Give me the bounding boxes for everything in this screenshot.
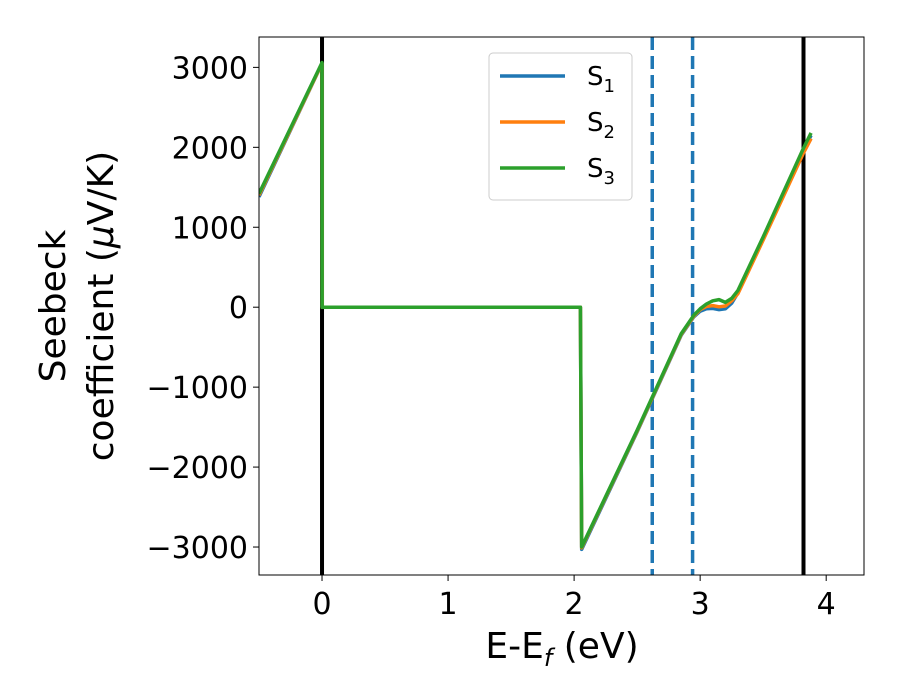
series-lines [259, 60, 813, 552]
x-axis-ticks: 0 1 2 3 4 [312, 575, 836, 622]
y-axis-title: Seebeck coefficient (μV/K) [33, 151, 122, 461]
legend-label: S3 [587, 154, 615, 189]
y-tick-label: 3000 [172, 51, 248, 86]
legend-label: S2 [587, 108, 615, 143]
y-tick-label: −2000 [147, 451, 248, 486]
y-axis-ticks: −3000 −2000 −1000 0 1000 2000 3000 [147, 51, 259, 566]
y-axis-title-line1: Seebeck [33, 229, 74, 382]
y-axis-title-line2: coefficient (μV/K) [81, 151, 122, 461]
y-tick-label: 2000 [172, 131, 248, 166]
x-tick-label: 4 [817, 587, 836, 622]
y-tick-label: 1000 [172, 211, 248, 246]
legend: S1 S2 S3 [488, 52, 633, 201]
x-tick-label: 0 [312, 587, 331, 622]
y-tick-label: −1000 [147, 371, 248, 406]
x-tick-label: 3 [691, 587, 710, 622]
x-tick-label: 1 [439, 587, 458, 622]
legend-box [488, 52, 633, 201]
x-axis-title: E-Ef (eV) [485, 626, 638, 672]
plot-frame [258, 36, 865, 576]
series-line-3 [259, 60, 813, 549]
legend-label: S1 [587, 62, 615, 97]
x-tick-label: 2 [565, 587, 584, 622]
y-tick-label: 0 [229, 291, 248, 326]
y-tick-label: −3000 [147, 531, 248, 566]
